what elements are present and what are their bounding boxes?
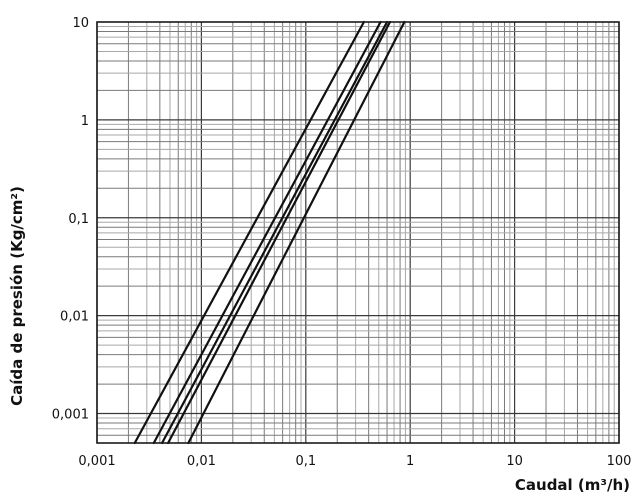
y-tick-label: 0,001 bbox=[52, 408, 89, 423]
x-tick-label: 1 bbox=[406, 454, 414, 469]
y-tick-labels: 0,001 0,01 0,1 1 10 bbox=[52, 16, 89, 423]
series-line-4 bbox=[167, 20, 392, 445]
x-tick-label: 0,1 bbox=[295, 454, 316, 469]
series-line-3 bbox=[160, 20, 389, 445]
series-line-1 bbox=[133, 20, 365, 445]
x-axis-title: Caudal (m³/h) bbox=[515, 476, 630, 494]
y-tick-label: 10 bbox=[72, 16, 89, 31]
y-tick-label: 1 bbox=[81, 114, 89, 129]
x-tick-label: 10 bbox=[506, 454, 523, 469]
plot-frame bbox=[96, 21, 620, 444]
series-line-2 bbox=[152, 20, 382, 445]
series-lines bbox=[133, 20, 406, 445]
x-tick-label: 0,01 bbox=[187, 454, 216, 469]
x-tick-label: 100 bbox=[607, 454, 632, 469]
series-line-5 bbox=[187, 20, 406, 445]
x-tick-labels: 0,001 0,01 0,1 1 10 100 bbox=[78, 454, 631, 469]
y-tick-label: 0,1 bbox=[68, 212, 89, 227]
x-tick-label: 0,001 bbox=[78, 454, 115, 469]
y-tick-label: 0,01 bbox=[60, 310, 89, 325]
y-axis-title: Caída de presión (Kg/cm²) bbox=[8, 186, 26, 406]
grid bbox=[96, 22, 620, 444]
